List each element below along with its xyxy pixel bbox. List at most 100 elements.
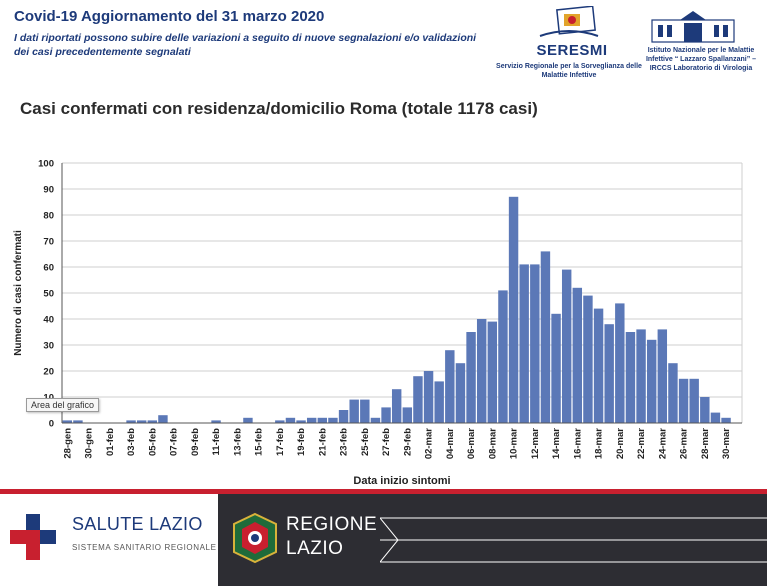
x-tick-label: 03-feb <box>126 428 137 456</box>
bar <box>338 410 349 423</box>
bar <box>275 420 285 423</box>
y-tick-label: 60 <box>43 263 54 274</box>
bar <box>668 363 678 423</box>
x-tick-label: 28-mar <box>700 428 711 459</box>
bar <box>657 329 668 423</box>
x-tick-label: 17-feb <box>275 428 286 456</box>
x-tick-label: 22-mar <box>636 428 647 459</box>
y-tick-label: 50 <box>43 289 54 300</box>
bar <box>466 332 476 423</box>
chart-area-tooltip: Area del grafico <box>26 398 100 412</box>
x-tick-label: 20-mar <box>615 428 626 459</box>
x-tick-label: 28-gen <box>62 428 73 459</box>
x-tick-label: 19-feb <box>296 428 307 456</box>
bar <box>306 417 317 423</box>
x-tick-label: 29-feb <box>402 428 413 456</box>
bar <box>434 381 444 423</box>
bar <box>689 378 699 423</box>
bar <box>136 420 147 423</box>
bar <box>158 415 168 423</box>
bar <box>593 308 604 423</box>
x-tick-label: 27-feb <box>381 428 392 456</box>
bar <box>328 417 338 423</box>
bar <box>551 313 561 423</box>
bar <box>519 264 529 423</box>
x-tick-label: 24-mar <box>657 428 668 459</box>
y-tick-label: 0 <box>49 419 54 430</box>
x-tick-label: 16-mar <box>572 428 583 459</box>
report-subtitle: I dati riportati possono subire delle va… <box>14 32 477 58</box>
regione-lazio-line1: REGIONE <box>286 514 378 535</box>
seresmi-logo-icon <box>539 6 599 37</box>
y-tick-label: 30 <box>43 341 54 352</box>
x-tick-label: 04-mar <box>445 428 456 459</box>
x-tick-label: 13-feb <box>232 428 243 456</box>
x-axis-label: Data inizio sintomi <box>353 475 450 487</box>
bar <box>530 264 540 423</box>
bar-chart: 0102030405060708090100 28-gen30-gen01-fe… <box>13 159 743 487</box>
bar <box>126 420 136 423</box>
y-tick-label: 100 <box>38 159 54 170</box>
bar <box>572 287 583 423</box>
y-tick-label: 80 <box>43 211 54 222</box>
salute-lazio-subtitle: SISTEMA SANITARIO REGIONALE <box>72 543 217 552</box>
bar <box>445 350 455 423</box>
bar <box>540 251 551 423</box>
bar <box>678 378 689 423</box>
bar <box>583 295 593 423</box>
report-title: Covid-19 Aggiornamento del 31 marzo 2020 <box>14 8 325 25</box>
bar <box>381 407 391 423</box>
x-tick-label: 08-mar <box>487 428 498 459</box>
x-tick-label: 11-feb <box>211 428 222 456</box>
spallanzani-description: Istituto Nazionale per le Malattie Infet… <box>645 47 757 72</box>
spallanzani-building-icon <box>651 11 735 43</box>
y-tick-label: 70 <box>43 237 54 248</box>
y-tick-label: 90 <box>43 185 54 196</box>
bar <box>455 363 466 423</box>
bar <box>360 399 370 423</box>
x-tick-label: 21-feb <box>317 428 328 456</box>
x-tick-label: 26-mar <box>679 428 690 459</box>
x-tick-label: 05-feb <box>147 428 158 456</box>
bar <box>62 420 73 423</box>
bar <box>625 332 636 423</box>
footer-accent-line <box>0 489 767 494</box>
x-tick-label: 30-mar <box>721 428 732 459</box>
y-tick-label: 40 <box>43 315 54 326</box>
seresmi-description: Servizio Regionale per la Sorveglianza d… <box>496 63 642 79</box>
bar <box>487 321 498 423</box>
y-tick-label: 20 <box>43 367 54 378</box>
bar <box>721 417 731 423</box>
y-axis-label: Numero di casi confermati <box>13 230 24 356</box>
bar <box>317 417 328 423</box>
bar <box>700 397 710 423</box>
bar <box>285 417 296 423</box>
bar <box>413 376 423 423</box>
x-tick-label: 15-feb <box>254 428 265 456</box>
x-tick-label: 01-feb <box>105 428 116 456</box>
regione-lazio-emblem-icon <box>233 512 277 564</box>
x-tick-label: 12-mar <box>530 428 541 459</box>
salute-lazio-name: SALUTE LAZIO <box>72 514 203 534</box>
bar <box>646 339 657 423</box>
chart-title: Casi confermati con residenza/domicilio … <box>20 99 538 118</box>
x-tick-label: 06-mar <box>466 428 477 459</box>
seresmi-name: SERESMI <box>536 42 608 59</box>
bar <box>147 420 158 423</box>
bar <box>402 407 413 423</box>
x-tick-label: 10-mar <box>509 428 520 459</box>
bar <box>243 417 253 423</box>
bar <box>370 417 381 423</box>
x-tick-label: 02-mar <box>424 428 435 459</box>
bar <box>476 319 487 423</box>
bar <box>636 329 646 423</box>
salute-lazio-cross-icon <box>10 514 56 560</box>
bar <box>710 412 721 423</box>
bar <box>561 269 572 423</box>
bar <box>349 399 359 423</box>
x-tick-label: 30-gen <box>84 428 95 459</box>
bar <box>604 324 614 423</box>
regione-lazio-line2: LAZIO <box>286 538 344 559</box>
x-tick-label: 07-feb <box>169 428 180 456</box>
x-tick-label: 25-feb <box>360 428 371 456</box>
